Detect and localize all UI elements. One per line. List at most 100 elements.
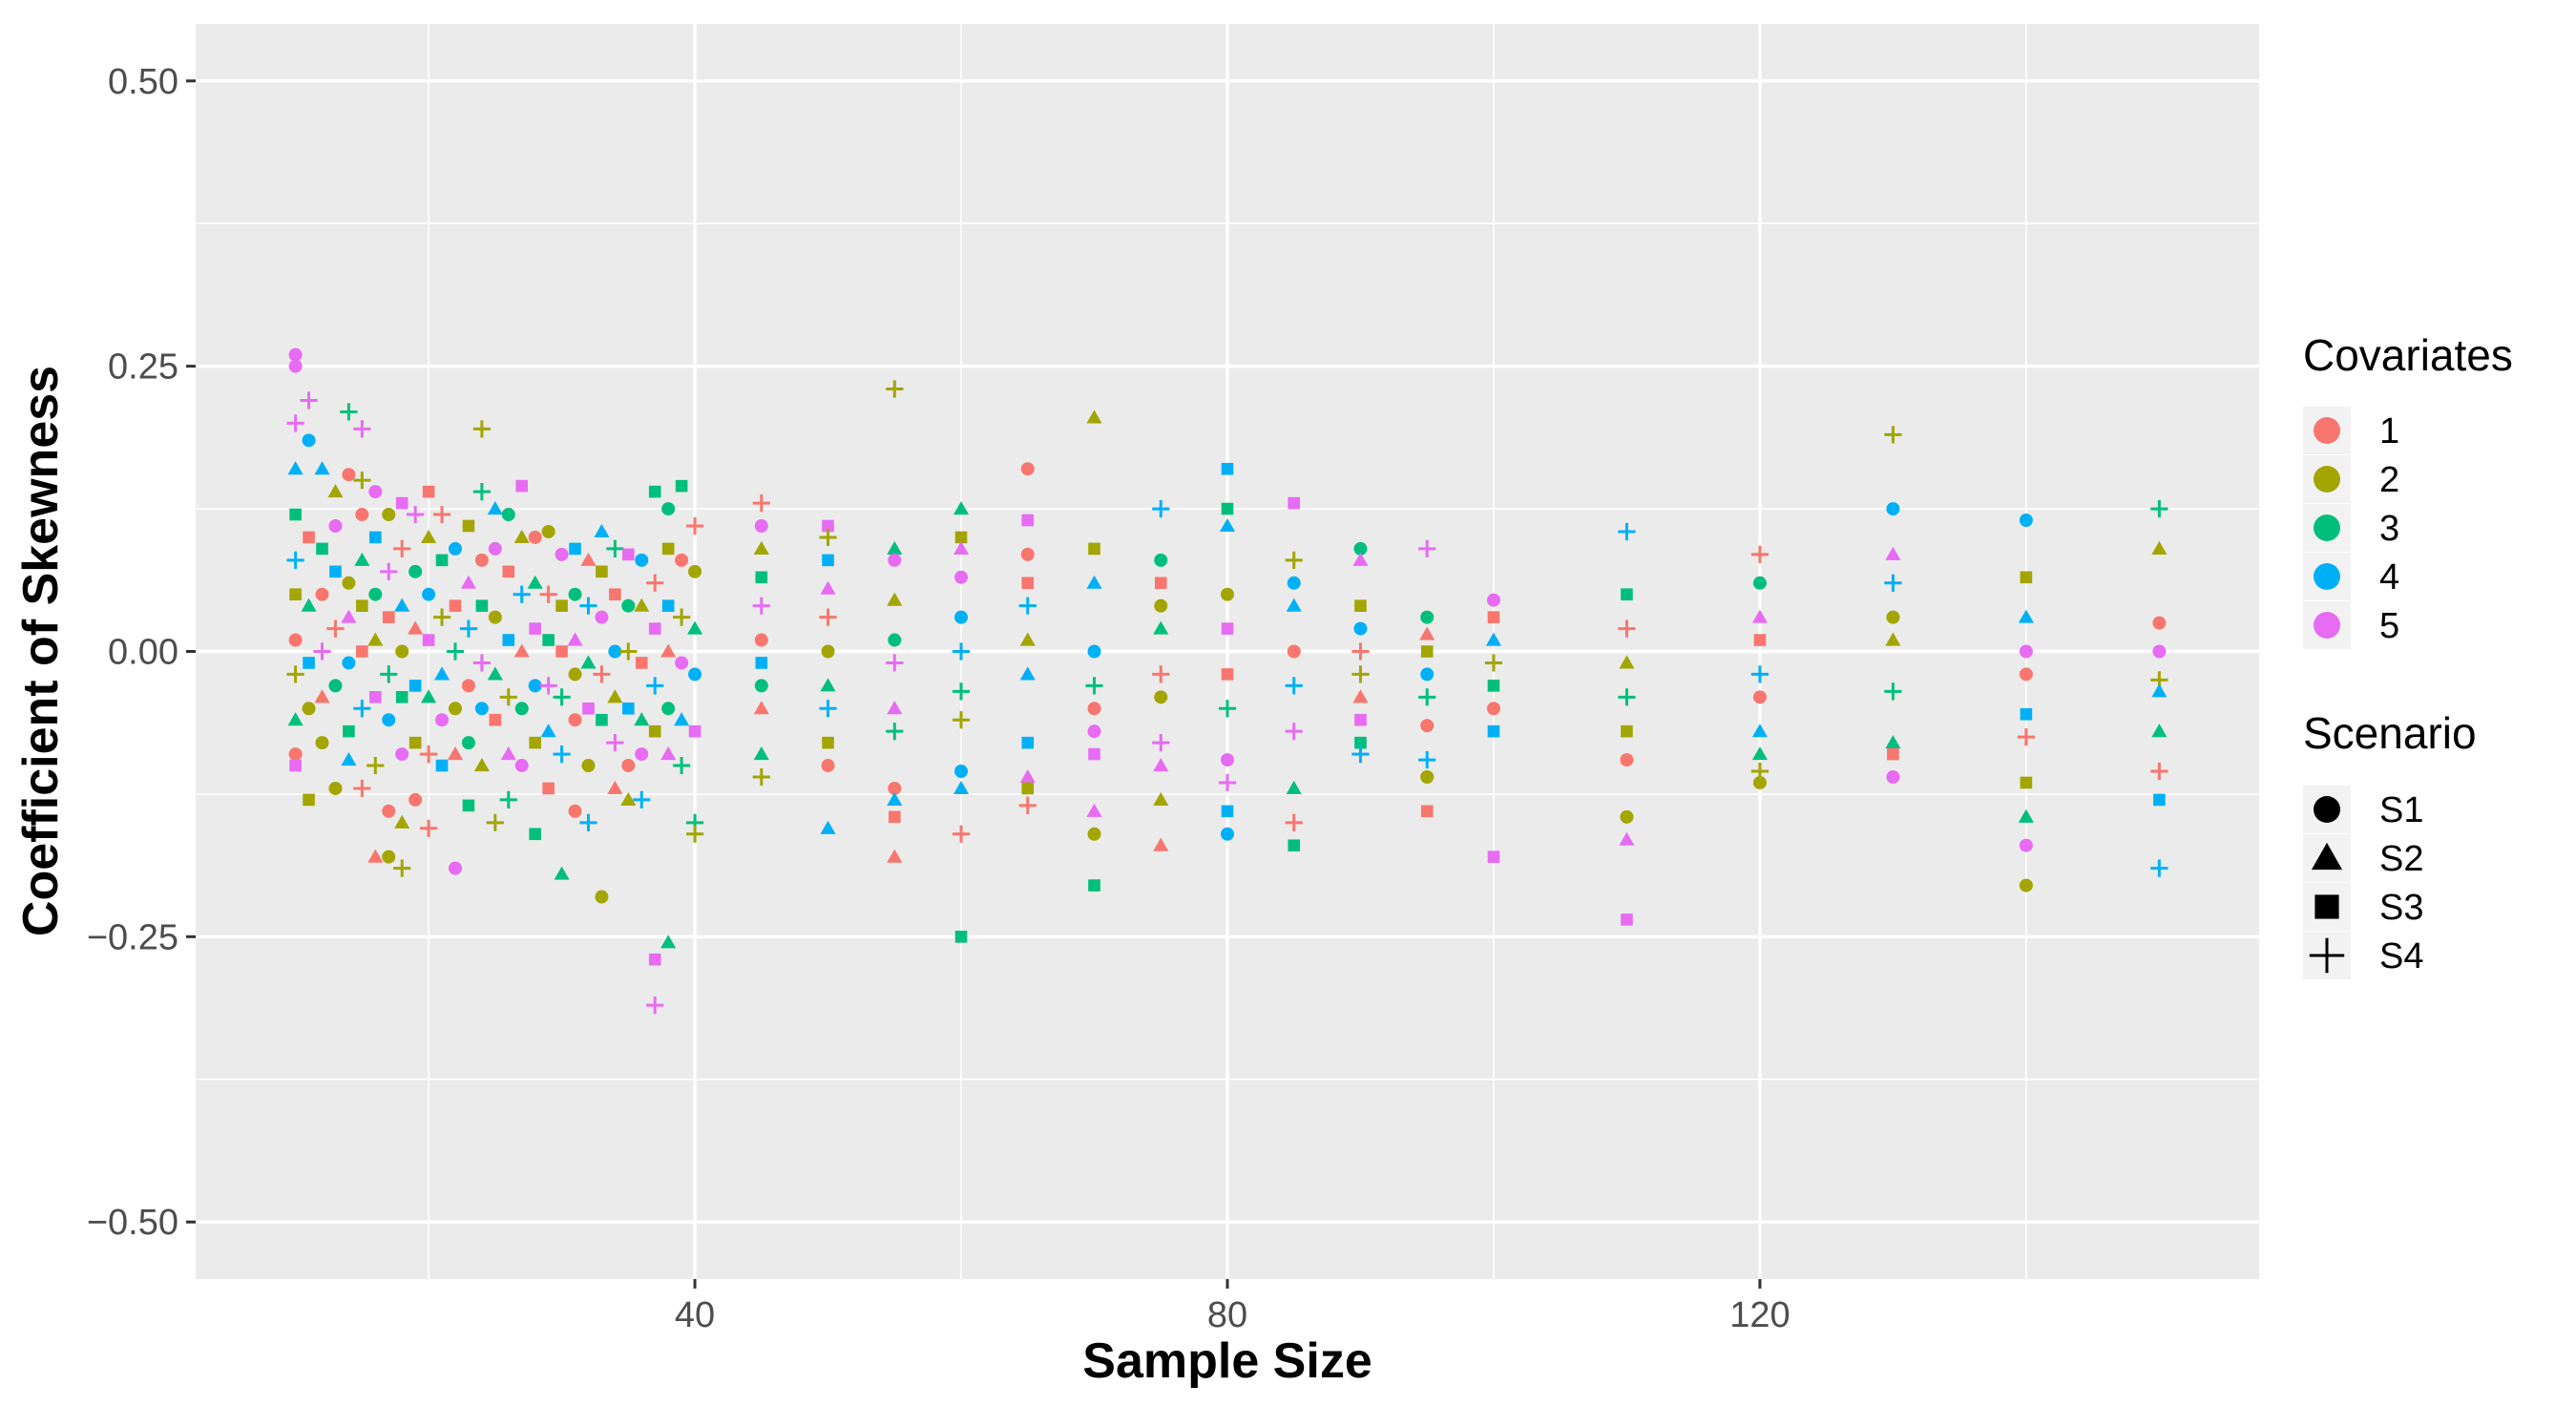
data-point bbox=[540, 724, 556, 738]
x-tick-label: 80 bbox=[1207, 1295, 1247, 1335]
data-point bbox=[408, 564, 423, 578]
data-point bbox=[461, 679, 475, 693]
data-point bbox=[688, 667, 702, 682]
data-point bbox=[661, 702, 676, 716]
data-point bbox=[1751, 724, 1768, 738]
data-point bbox=[596, 713, 608, 726]
data-point bbox=[1221, 502, 1234, 515]
data-point bbox=[754, 519, 768, 533]
data-point bbox=[353, 700, 371, 718]
data-point bbox=[2151, 683, 2168, 698]
data-point bbox=[422, 485, 435, 498]
data-point bbox=[886, 380, 904, 398]
data-point bbox=[1354, 599, 1367, 612]
data-point bbox=[435, 554, 449, 567]
data-point bbox=[1221, 753, 1234, 767]
data-point bbox=[1420, 770, 1435, 784]
data-point bbox=[555, 599, 568, 612]
data-point bbox=[408, 736, 422, 749]
data-point bbox=[529, 622, 541, 635]
data-point bbox=[328, 679, 343, 693]
data-point bbox=[472, 654, 491, 672]
data-point bbox=[953, 780, 970, 794]
data-point bbox=[568, 713, 582, 727]
data-point bbox=[673, 756, 691, 775]
data-point bbox=[1154, 553, 1168, 567]
data-point bbox=[661, 502, 676, 516]
legend-key-S3 bbox=[2314, 894, 2339, 919]
data-point bbox=[302, 433, 316, 448]
data-point bbox=[607, 689, 623, 703]
data-point bbox=[449, 599, 462, 612]
data-point bbox=[500, 746, 516, 761]
data-point bbox=[1752, 576, 1767, 590]
data-point bbox=[514, 759, 529, 773]
data-point bbox=[395, 644, 409, 659]
data-point bbox=[822, 554, 834, 567]
data-point bbox=[619, 642, 638, 661]
data-point bbox=[382, 850, 396, 864]
data-point bbox=[1285, 723, 1303, 741]
data-point bbox=[1019, 768, 1036, 784]
data-point bbox=[1153, 837, 1169, 851]
data-point bbox=[447, 746, 464, 761]
data-point bbox=[1021, 514, 1035, 527]
data-point bbox=[382, 713, 396, 727]
data-point bbox=[887, 701, 903, 715]
data-point bbox=[395, 747, 409, 762]
data-point bbox=[635, 657, 648, 669]
x-axis-label: Sample Size bbox=[1082, 1333, 1372, 1389]
data-point bbox=[1218, 773, 1237, 792]
data-point bbox=[1153, 757, 1169, 772]
data-point bbox=[2150, 762, 2168, 781]
data-point bbox=[648, 622, 661, 635]
y-axis: −0.50 −0.25 0.00 0.25 0.50 bbox=[87, 62, 196, 1243]
data-point bbox=[820, 580, 836, 595]
data-point bbox=[1087, 644, 1101, 659]
data-point bbox=[634, 712, 650, 726]
data-point bbox=[675, 553, 689, 567]
data-point bbox=[596, 565, 608, 578]
data-point bbox=[582, 702, 595, 715]
legend-label-4: 4 bbox=[2379, 557, 2399, 598]
data-point bbox=[1418, 750, 1436, 769]
data-point bbox=[382, 611, 395, 623]
legend-label-S1: S1 bbox=[2379, 790, 2423, 830]
data-point bbox=[341, 609, 357, 623]
data-point bbox=[685, 825, 704, 843]
data-point bbox=[1153, 620, 1169, 635]
data-point bbox=[1288, 839, 1301, 852]
data-point bbox=[1420, 719, 1435, 733]
data-point bbox=[622, 548, 635, 561]
data-point bbox=[461, 736, 475, 750]
data-point bbox=[289, 508, 302, 521]
data-point bbox=[513, 643, 530, 658]
scenario-legend: Scenario S1 S2 S3 S4 bbox=[2303, 708, 2477, 979]
data-point bbox=[435, 759, 449, 772]
data-point bbox=[2151, 540, 2168, 555]
data-point bbox=[1221, 622, 1234, 635]
data-point bbox=[954, 765, 969, 779]
data-point bbox=[1886, 610, 1900, 624]
data-point bbox=[1019, 632, 1036, 646]
data-point bbox=[1619, 831, 1635, 846]
data-point bbox=[1287, 644, 1301, 659]
data-point bbox=[446, 642, 465, 661]
data-point bbox=[688, 724, 702, 738]
data-point bbox=[887, 791, 903, 806]
y-tick-label: 0.00 bbox=[108, 633, 178, 673]
data-point bbox=[314, 689, 330, 703]
data-point bbox=[754, 633, 768, 647]
data-point bbox=[1086, 409, 1102, 424]
data-point bbox=[448, 861, 462, 875]
data-point bbox=[1018, 597, 1037, 615]
data-point bbox=[489, 713, 502, 726]
data-point bbox=[954, 931, 968, 943]
data-point bbox=[422, 587, 436, 601]
data-point bbox=[1086, 575, 1102, 589]
data-point bbox=[1153, 791, 1169, 806]
data-point bbox=[580, 655, 597, 669]
data-point bbox=[421, 529, 437, 543]
data-point bbox=[886, 654, 904, 672]
